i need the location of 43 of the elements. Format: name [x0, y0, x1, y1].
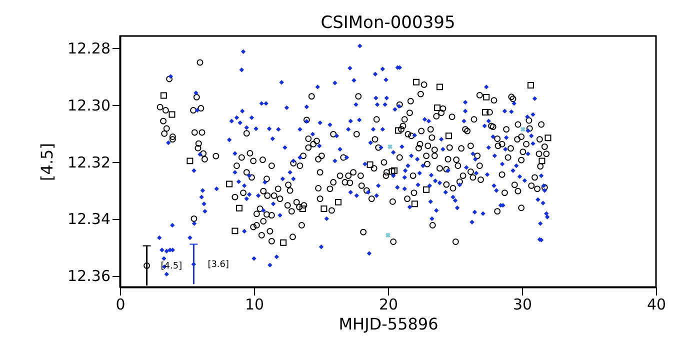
y-tick-label: 12.36: [68, 267, 110, 286]
point: [483, 94, 490, 100]
point: [527, 82, 534, 88]
y-tick-label: 12.34: [68, 210, 110, 228]
point: [335, 198, 342, 206]
point: [445, 132, 452, 140]
point: [413, 78, 420, 86]
y-axis-title: [4.5]: [38, 143, 57, 181]
point: [299, 206, 306, 212]
point: [144, 262, 150, 269]
point: [366, 161, 374, 168]
point: [226, 180, 233, 188]
point: [386, 232, 390, 238]
point: [434, 104, 441, 111]
x-tick-label: 0: [116, 296, 126, 314]
y-tick-label: 12.28: [68, 39, 110, 58]
x-tick-label: 30: [512, 296, 532, 314]
point: [236, 204, 242, 212]
point: [280, 239, 287, 246]
point: [388, 168, 396, 175]
point: [391, 167, 398, 174]
point: [544, 134, 552, 142]
point: [388, 144, 392, 150]
point: [520, 126, 526, 132]
point: [436, 84, 443, 90]
point: [395, 127, 402, 134]
chart-title: CSIMon-000395: [320, 13, 456, 33]
point: [160, 92, 167, 99]
point: [232, 228, 238, 234]
y-tick-label: 12.30: [68, 96, 110, 114]
x-tick-label: 40: [646, 296, 666, 314]
y-tick-label: 12.32: [68, 153, 110, 172]
point: [538, 158, 546, 164]
point: [186, 158, 194, 164]
x-tick-label: 10: [244, 296, 264, 314]
x-tick-label: 20: [378, 296, 398, 314]
point: [411, 200, 418, 208]
point: [482, 109, 489, 116]
x-axis-title: MHJD-55896: [338, 314, 438, 334]
annotation: [3.6]: [208, 260, 230, 270]
point: [320, 206, 328, 212]
point: [168, 111, 176, 118]
point: [423, 186, 430, 193]
